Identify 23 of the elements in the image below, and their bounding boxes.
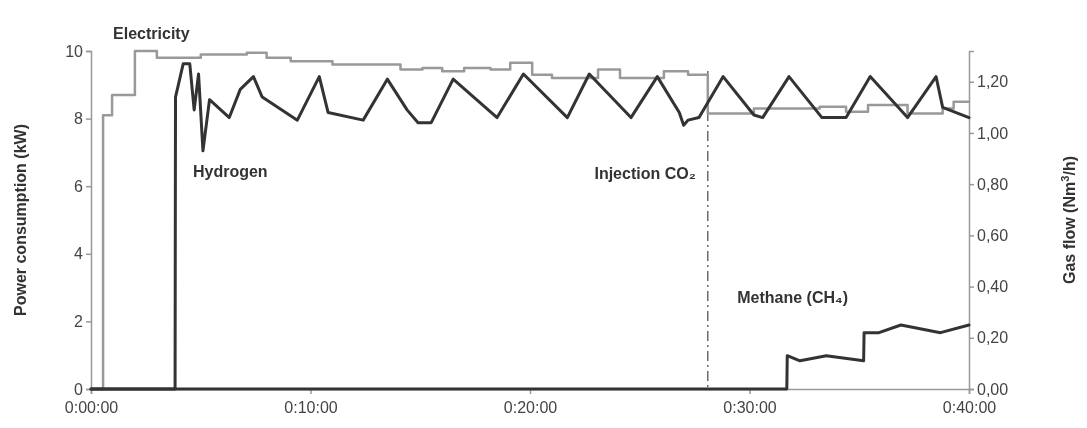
y-tick-label: 2 [74,313,84,331]
x-tick-label: 0:40:00 [942,399,997,416]
y-axis-title: Power consumption (kW) [12,124,29,316]
x-tick-label: 0:10:00 [284,399,338,416]
y2-tick-label: 0,20 [977,329,1009,347]
y-tick-label: 4 [74,245,84,263]
y2-tick-label: 0,40 [977,278,1009,296]
ref-line-label: Injection CO₂ [594,165,696,183]
series-label: Hydrogen [192,162,268,180]
x-tick-label: 0:00:00 [64,399,119,416]
y2-tick-label: 0,60 [977,226,1009,244]
x-tick-label: 0:30:00 [723,399,777,416]
y-tick-label: 8 [74,110,84,128]
y2-tick-label: 0,80 [977,175,1009,193]
y-tick-label: 10 [65,42,84,60]
y2-tick-label: 1,00 [977,124,1009,142]
x-tick-label: 0:20:00 [503,399,558,416]
y-tick-label: 6 [74,177,84,195]
y2-tick-label: 1,20 [977,73,1009,91]
y-tick-label: 0 [74,380,84,398]
y2-tick-label: 0,00 [977,380,1009,398]
series-label: Electricity [113,25,190,42]
series-label: Methane (CH₄) [737,288,848,306]
